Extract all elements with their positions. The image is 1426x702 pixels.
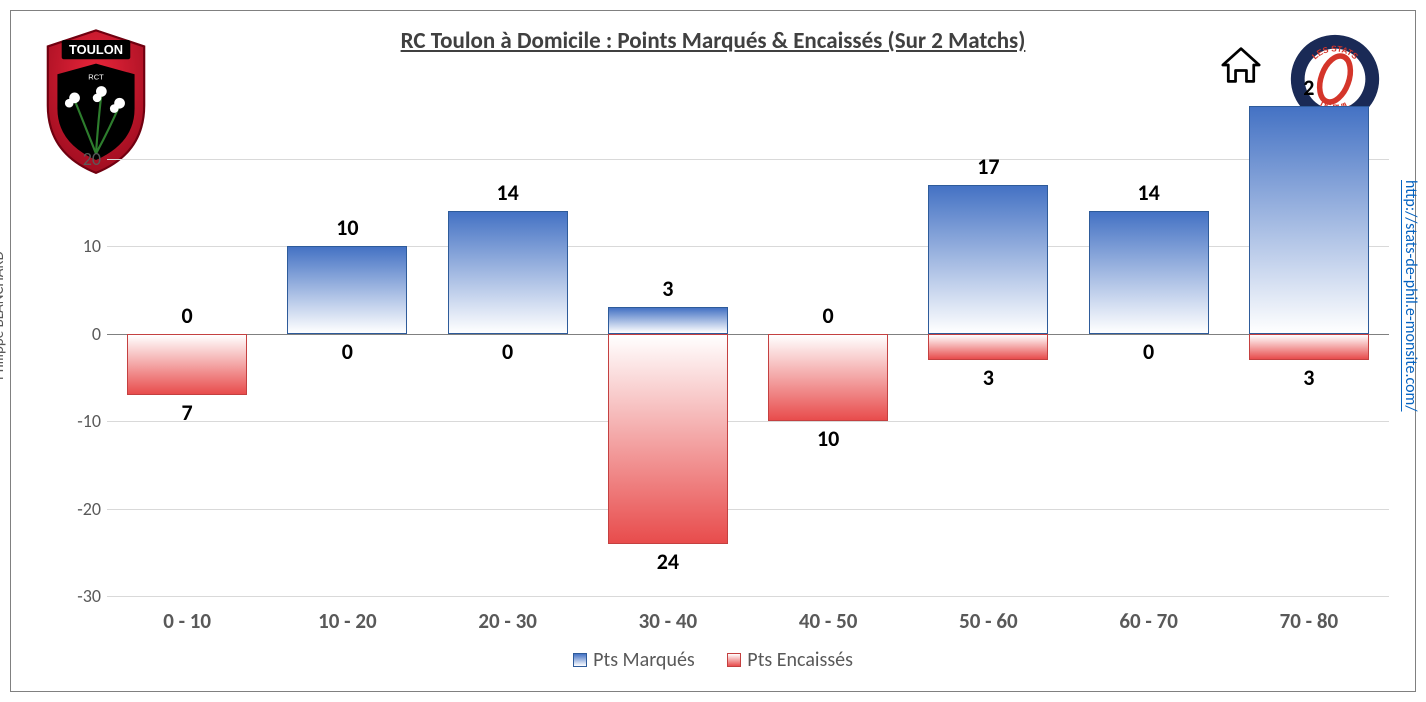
zero-line: [107, 334, 1389, 335]
bar-label-marques: 10: [287, 214, 407, 241]
y-tick-label: 20: [59, 148, 101, 170]
legend-item-encaisses: Pts Encaissés: [727, 648, 853, 672]
bar-label-encaisses: 3: [928, 364, 1048, 391]
bar-encaisses: [127, 334, 247, 395]
legend-swatch-encaisses: [727, 653, 741, 667]
bar-encaisses: [1249, 334, 1369, 360]
legend: Pts Marqués Pts Encaissés: [11, 648, 1415, 673]
bar-marques: [287, 246, 407, 334]
legend-item-marques: Pts Marqués: [573, 648, 695, 672]
chart-frame: RC Toulon à Domicile : Points Marqués & …: [10, 10, 1416, 692]
bar-label-marques: 14: [1089, 179, 1209, 206]
category-label: 70 - 80: [1239, 608, 1379, 634]
svg-text:TOULON: TOULON: [69, 42, 123, 57]
y-tick-label: -20: [59, 498, 101, 520]
category-label: 10 - 20: [277, 608, 417, 634]
bar-label-marques: 17: [928, 153, 1048, 180]
bar-label-marques: 3: [608, 275, 728, 302]
gridline: [107, 159, 1389, 160]
category-label: 50 - 60: [918, 608, 1058, 634]
category-label: 0 - 10: [117, 608, 257, 634]
y-tick-label: 10: [59, 235, 101, 257]
bar-encaisses: [768, 334, 888, 422]
bar-label-encaisses: 3: [1249, 364, 1369, 391]
category-label: 30 - 40: [598, 608, 738, 634]
bar-marques: [608, 307, 728, 333]
bar-label-marques: 2: [1249, 74, 1369, 101]
bar-label-marques: 0: [768, 302, 888, 329]
bar-encaisses: [928, 334, 1048, 360]
y-tick-label: -10: [59, 410, 101, 432]
y-tick-label: 0: [59, 323, 101, 345]
bar-label-encaisses: 24: [608, 548, 728, 575]
bar-encaisses: [608, 334, 728, 544]
legend-label: Pts Marqués: [593, 648, 695, 672]
bar-marques: [448, 211, 568, 334]
gridline: [107, 421, 1389, 422]
bar-marques: [1089, 211, 1209, 334]
bar-marques: [928, 185, 1048, 334]
bar-label-encaisses: 10: [768, 425, 888, 452]
bar-marques: [1249, 106, 1369, 334]
category-label: 40 - 50: [758, 608, 898, 634]
plot-area: 20100-10-20-30070 - 1010010 - 2014020 - …: [59, 71, 1389, 596]
bar-label-encaisses: 0: [1089, 338, 1209, 365]
bar-label-marques: 0: [127, 302, 247, 329]
y-tick-label: -30: [59, 585, 101, 607]
gridline: [107, 509, 1389, 510]
site-link[interactable]: http://stats-de-phil.e-monsite.com/: [1401, 180, 1420, 412]
bar-label-encaisses: 0: [448, 338, 568, 365]
category-label: 60 - 70: [1079, 608, 1219, 634]
gridline: [107, 596, 1389, 597]
legend-label: Pts Encaissés: [747, 648, 853, 672]
author-label: Philippe BLANCHARD: [0, 251, 8, 380]
bar-label-encaisses: 0: [287, 338, 407, 365]
legend-swatch-marques: [573, 653, 587, 667]
category-label: 20 - 30: [438, 608, 578, 634]
chart-title: RC Toulon à Domicile : Points Marqués & …: [11, 27, 1415, 55]
bar-label-marques: 14: [448, 179, 568, 206]
bar-label-encaisses: 7: [127, 399, 247, 426]
